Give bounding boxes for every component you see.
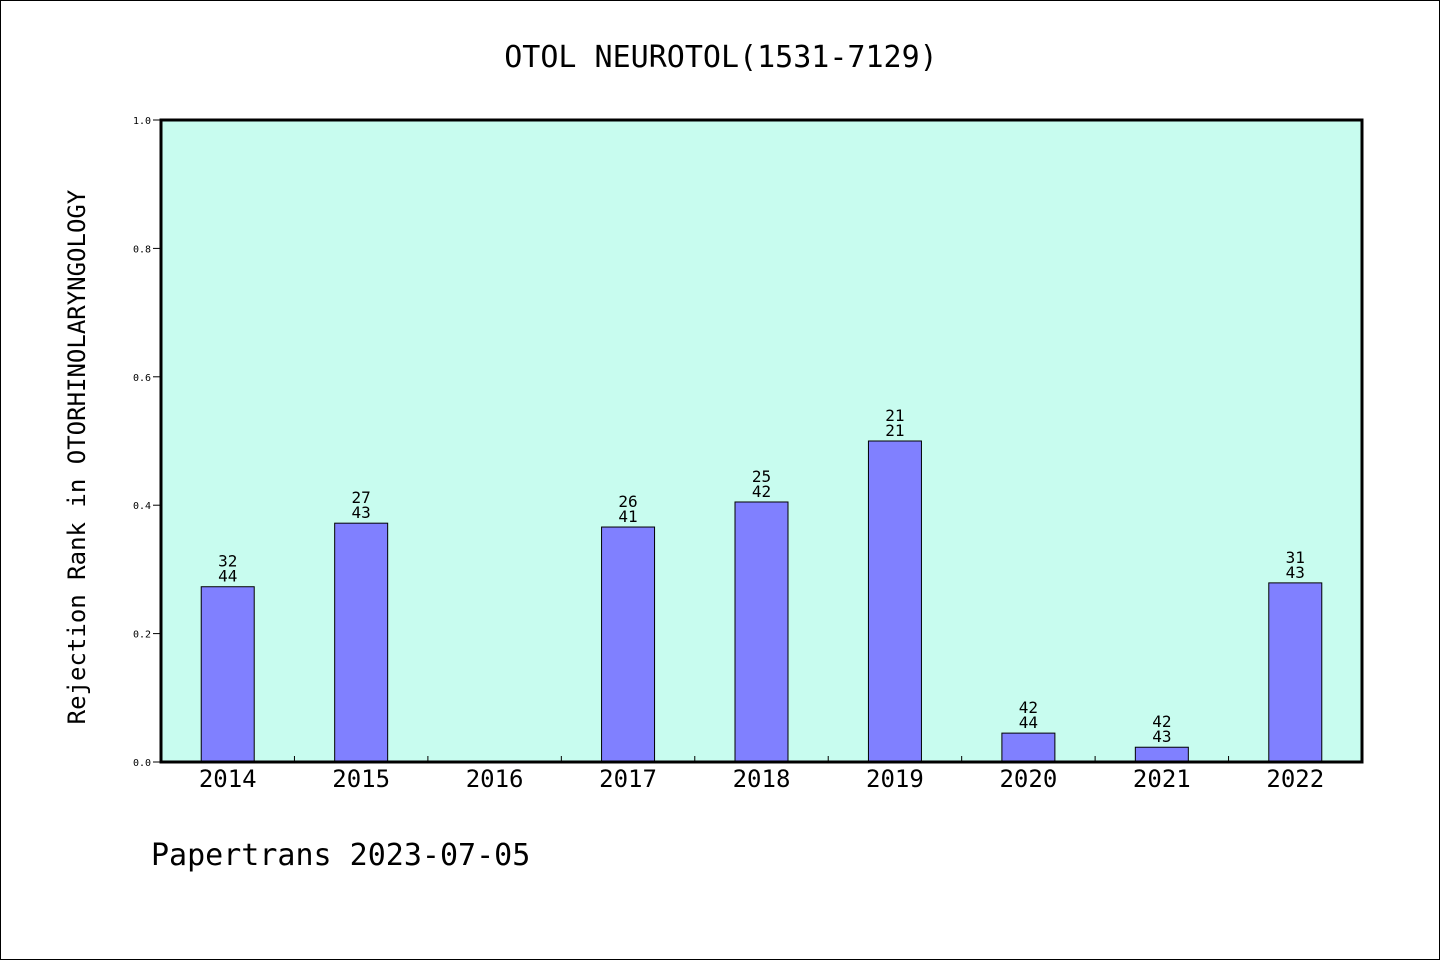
x-tick-label-2018: 2018 (733, 765, 791, 793)
y-tick-label-0.6: 0.6 (133, 373, 151, 384)
x-tick-label-2014: 2014 (199, 765, 257, 793)
bar-total-label-2022: 43 (1286, 563, 1305, 582)
y-axis-label: Rejection Rank in OTORHINOLARYNGOLOGY (63, 189, 91, 724)
bar-2022 (1268, 582, 1323, 763)
y-tick-label-0.4: 0.4 (133, 501, 151, 512)
bar-total-label-2017: 41 (618, 507, 637, 526)
x-axis: 2014 2015 2016 2017 2018 2019 2020 2021 2022 (199, 756, 1324, 793)
x-tick-label-2017: 2017 (599, 765, 657, 793)
x-tick-label-2019: 2019 (866, 765, 924, 793)
x-tick-label-2016: 2016 (466, 765, 524, 793)
bar-total-label-2021: 43 (1152, 727, 1171, 746)
x-tick-label-2021: 2021 (1133, 765, 1191, 793)
y-tick-label-0.2: 0.2 (133, 630, 151, 641)
y-tick-label-1.0: 1.0 (133, 116, 151, 127)
bar-rank-label-2017: 26 (618, 492, 637, 511)
bar-group (200, 440, 1323, 763)
footer-text: Papertrans 2023-07-05 (151, 838, 530, 873)
bar-2020 (1001, 732, 1056, 763)
plot-border (159, 118, 1364, 764)
bar-rank-label-2019: 21 (885, 406, 904, 425)
bar-rank-label-2021: 42 (1152, 712, 1171, 731)
bar-total-label-2020: 44 (1019, 713, 1038, 732)
y-tick-label-0.8: 0.8 (133, 244, 151, 255)
bar-2021 (1134, 746, 1189, 763)
y-tick-label-0.0: 0.0 (133, 758, 151, 769)
y-axis: 0.0 0.2 0.4 0.6 0.8 1.0 (133, 116, 161, 769)
bar-total-label-2019: 21 (885, 421, 904, 440)
bar-2014 (200, 586, 255, 763)
bar-2015 (334, 522, 389, 763)
bar-2017 (601, 526, 656, 763)
bar-rank-label-2014: 32 (218, 552, 237, 571)
chart-title: OTOL NEUROTOL(1531-7129) (504, 40, 937, 75)
bar-2018 (734, 501, 789, 763)
bar-2019 (867, 440, 922, 763)
bar-rank-label-2022: 31 (1286, 548, 1305, 567)
x-tick-label-2022: 2022 (1266, 765, 1324, 793)
bar-total-label-2018: 42 (752, 482, 771, 501)
bar-total-label-2014: 44 (218, 567, 237, 586)
bar-rank-label-2015: 27 (352, 488, 371, 507)
bar-total-label-2015: 43 (352, 503, 371, 522)
bar-rank-label-2018: 25 (752, 467, 771, 486)
x-tick-label-2015: 2015 (332, 765, 390, 793)
x-tick-label-2020: 2020 (999, 765, 1057, 793)
bar-rank-label-2020: 42 (1019, 698, 1038, 717)
